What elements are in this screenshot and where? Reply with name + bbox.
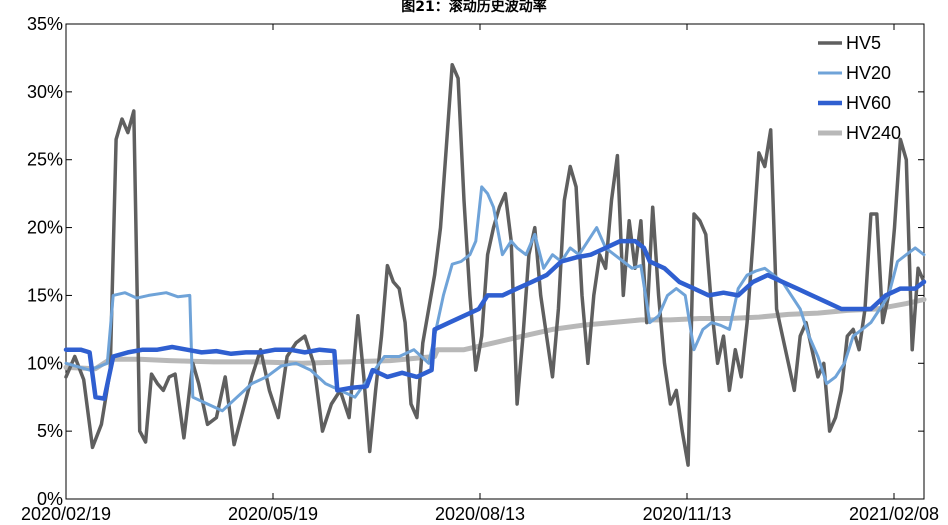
series-line-hv240 [63, 297, 927, 372]
legend-label-hv20: HV20 [846, 63, 891, 83]
y-tick-label: 20% [27, 218, 63, 238]
plot-frame [65, 23, 925, 500]
x-axis-ticks: 2020/02/19 2020/05/19 2020/08/13 2020/11/13… [21, 24, 939, 524]
y-tick-label: 15% [27, 285, 63, 305]
x-tick-label: 2020/05/19 [228, 504, 318, 524]
y-axis-ticks: 0% 5% 10% 15% 20% 25% 30% 35% [27, 14, 924, 509]
x-tick-label: 2021/02/08 [849, 504, 939, 524]
plot-border [65, 23, 925, 500]
x-tick-label: 2020/02/19 [21, 504, 111, 524]
legend-label-hv5: HV5 [846, 33, 881, 53]
legend-label-hv240: HV240 [846, 123, 901, 143]
chart-title: 图21：滚动历史波动率 [401, 0, 547, 15]
x-tick-label: 2020/08/13 [435, 504, 525, 524]
x-tick-label: 2020/11/13 [643, 504, 732, 524]
series-line-hv5 [64, 62, 926, 467]
y-tick-label: 5% [37, 421, 63, 441]
y-tick-label: 0% [37, 489, 63, 509]
series-layer [63, 62, 927, 467]
y-tick-label: 10% [27, 353, 63, 373]
y-tick-label: 35% [27, 14, 63, 34]
legend-label-hv60: HV60 [846, 93, 891, 113]
legend: HV5 HV20 HV60 HV240 [818, 33, 901, 143]
y-tick-label: 25% [27, 150, 63, 170]
y-tick-label: 30% [27, 82, 63, 102]
series-line-hv60 [63, 238, 927, 401]
series-line-hv20 [64, 185, 926, 413]
